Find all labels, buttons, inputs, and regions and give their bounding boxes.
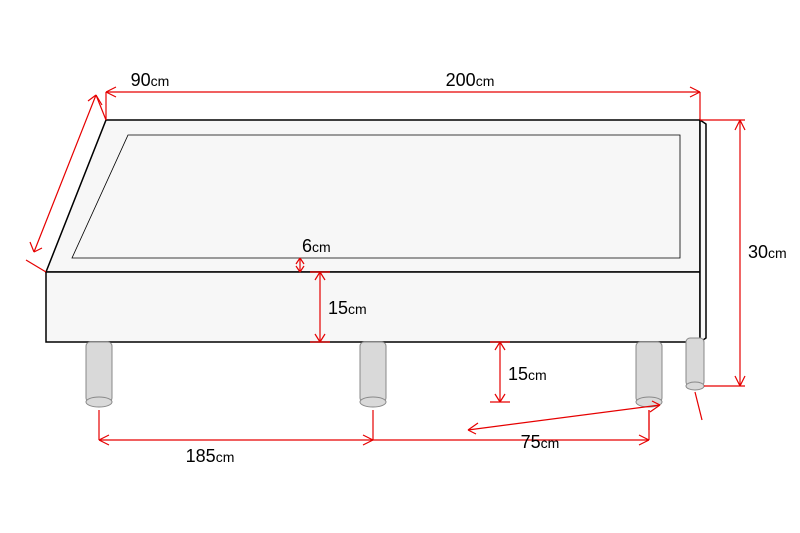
- leg-front-left: [86, 342, 112, 407]
- dim-inset-value: 6: [302, 236, 312, 256]
- bed-front-face: [46, 272, 700, 342]
- dim-width-unit: cm: [151, 73, 170, 89]
- dimension-diagram: 90cm 200cm 6cm 15cm 15cm 30cm 185cm 75cm: [0, 0, 800, 533]
- dim-span-w-unit: cm: [541, 435, 560, 451]
- svg-text:185cm: 185cm: [186, 446, 235, 466]
- svg-text:200cm: 200cm: [446, 70, 495, 90]
- dim-box-h-value: 15: [328, 298, 348, 318]
- leg-front-right: [636, 342, 662, 407]
- dim-span-l-value: 185: [186, 446, 216, 466]
- bed-right-face: [700, 120, 706, 342]
- dim-span-l-unit: cm: [216, 449, 235, 465]
- svg-text:30cm: 30cm: [748, 242, 787, 262]
- svg-text:15cm: 15cm: [508, 364, 547, 384]
- dim-total-h-unit: cm: [768, 245, 787, 261]
- dim-leg-h-unit: cm: [528, 367, 547, 383]
- dim-span-w-value: 75: [521, 432, 541, 452]
- dim-width-value: 90: [131, 70, 151, 90]
- dim-inset-unit: cm: [312, 239, 331, 255]
- leg-front-middle: [360, 342, 386, 407]
- dim-length-value: 200: [446, 70, 476, 90]
- svg-text:75cm: 75cm: [521, 432, 560, 452]
- dim-total-h-value: 30: [748, 242, 768, 262]
- dim-box-h-unit: cm: [348, 301, 367, 317]
- dim-leg-h-value: 15: [508, 364, 528, 384]
- svg-text:90cm: 90cm: [131, 70, 170, 90]
- svg-text:6cm: 6cm: [302, 236, 331, 256]
- svg-text:15cm: 15cm: [328, 298, 367, 318]
- bed-top-face: [46, 120, 700, 272]
- dim-length-unit: cm: [476, 73, 495, 89]
- leg-back-right: [686, 338, 704, 390]
